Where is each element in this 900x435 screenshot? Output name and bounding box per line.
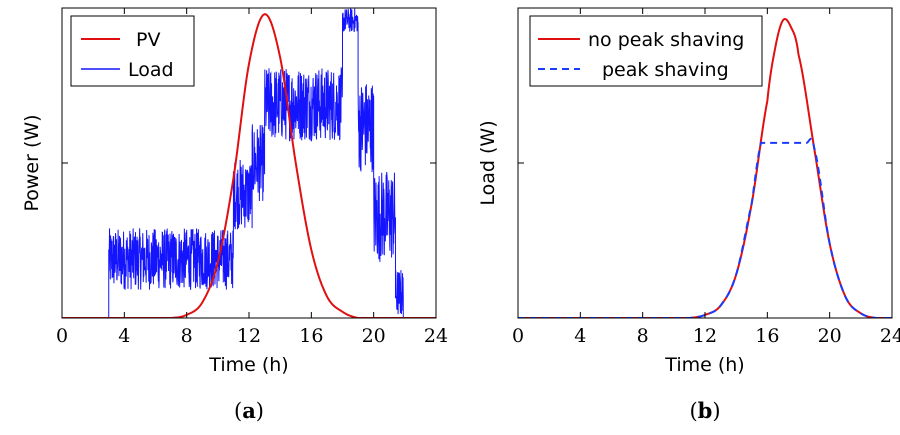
legend-box-b xyxy=(529,15,763,87)
y-axis-label-a: Power (W) xyxy=(21,114,43,211)
x-tick-labels-b: 0 4 8 12 16 20 24 xyxy=(512,325,900,347)
legend-label-load: Load xyxy=(128,59,174,81)
x-tick-label-a-12: 12 xyxy=(237,325,261,347)
x-tick-label-a-4: 4 xyxy=(118,325,130,347)
legend-label-pv: PV xyxy=(136,29,160,51)
legend-label-peak-shaving: peak shaving xyxy=(602,59,729,81)
x-tick-labels-a: 0 4 8 12 16 20 24 xyxy=(56,325,448,347)
x-tick-label-b-24: 24 xyxy=(880,325,900,347)
x-tick-label-b-20: 20 xyxy=(818,325,842,347)
plot-area-a xyxy=(62,8,436,318)
x-tick-label-a-16: 16 xyxy=(299,325,323,347)
legend-label-no-peak-shaving: no peak shaving xyxy=(588,29,744,51)
x-tick-label-b-16: 16 xyxy=(755,325,779,347)
x-tick-label-b-8: 8 xyxy=(637,325,649,347)
caption-a: (a) xyxy=(234,398,264,423)
x-tick-label-a-24: 24 xyxy=(424,325,448,347)
x-axis-label-a: Time (h) xyxy=(208,354,288,376)
x-tick-label-b-0: 0 xyxy=(512,325,524,347)
x-axis-label-b: Time (h) xyxy=(664,354,744,376)
plot-area-b xyxy=(518,18,892,318)
legend-a: PV Load xyxy=(70,15,195,87)
x-tick-label-a-8: 8 xyxy=(181,325,193,347)
caption-b: (b) xyxy=(689,398,720,423)
series-line-peak-shaving xyxy=(518,137,892,318)
legend-b: no peak shaving peak shaving xyxy=(529,15,763,87)
chart-panel-a: 0 4 8 12 16 20 24 Time (h) Power (W) PV Load (… xyxy=(21,7,448,423)
x-tick-label-a-20: 20 xyxy=(362,325,386,347)
caption-label-a: a xyxy=(242,398,256,423)
series-line-load xyxy=(62,8,436,318)
tick-marks-a xyxy=(61,8,437,318)
caption-label-b: b xyxy=(698,398,713,423)
x-tick-label-a-0: 0 xyxy=(56,325,68,347)
series-line-pv xyxy=(62,13,436,318)
x-tick-label-b-12: 12 xyxy=(693,325,717,347)
legend-box-a xyxy=(70,15,195,87)
chart-panel-b: 0 4 8 12 16 20 24 Time (h) Load (W) no peak sh… xyxy=(477,7,900,423)
y-axis-label-b: Load (W) xyxy=(477,120,499,205)
tick-marks-b xyxy=(517,8,893,318)
x-tick-label-b-4: 4 xyxy=(574,325,586,347)
